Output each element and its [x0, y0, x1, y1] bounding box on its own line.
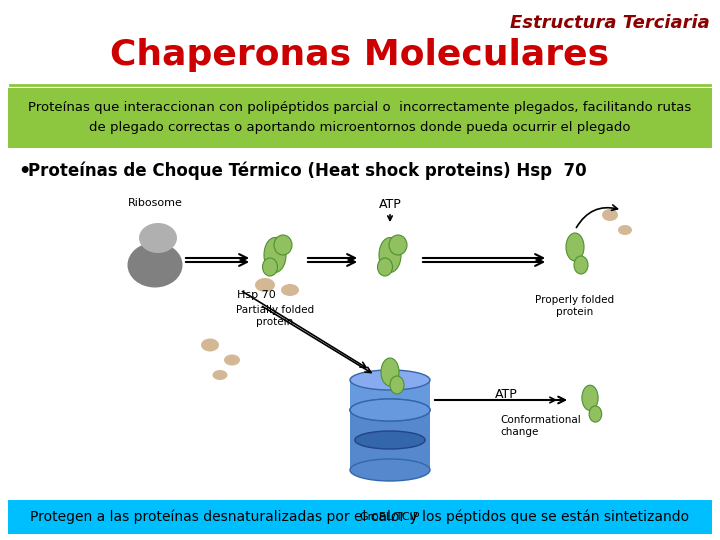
Bar	[8, 88, 712, 148]
Ellipse shape	[602, 209, 618, 221]
Ellipse shape	[281, 284, 299, 296]
Ellipse shape	[224, 354, 240, 366]
Text: GroEL/TCiP: GroEL/TCiP	[360, 512, 420, 522]
Ellipse shape	[618, 225, 632, 235]
Text: Chaperonas Moleculares: Chaperonas Moleculares	[110, 38, 610, 72]
Ellipse shape	[381, 358, 399, 386]
Ellipse shape	[350, 399, 430, 421]
Ellipse shape	[350, 370, 430, 390]
Text: ATP: ATP	[495, 388, 518, 402]
Ellipse shape	[355, 431, 426, 449]
Bar	[350, 380, 430, 413]
Text: ATP: ATP	[379, 199, 401, 212]
Text: Protegen a las proteínas desnaturalizadas por el calor y los péptidos que se est: Protegen a las proteínas desnaturalizada…	[30, 510, 690, 524]
Ellipse shape	[390, 376, 404, 394]
Text: de plegado correctas o aportando microentornos donde pueda ocurrir el plegado: de plegado correctas o aportando microen…	[89, 122, 631, 134]
Bar	[8, 500, 712, 534]
Ellipse shape	[127, 242, 182, 287]
Ellipse shape	[589, 406, 602, 422]
Text: Estructura Terciaria: Estructura Terciaria	[510, 14, 710, 32]
Ellipse shape	[263, 258, 277, 276]
Ellipse shape	[566, 233, 584, 261]
Text: Proteínas que interaccionan con polipéptidos parcial o  incorrectamente plegados: Proteínas que interaccionan con polipépt…	[28, 102, 692, 114]
Ellipse shape	[139, 223, 177, 253]
Ellipse shape	[350, 399, 430, 421]
Ellipse shape	[582, 385, 598, 410]
Text: Conformational
change: Conformational change	[500, 415, 581, 437]
Text: Partially folded
protein: Partially folded protein	[236, 305, 314, 327]
Ellipse shape	[255, 278, 275, 292]
Ellipse shape	[350, 459, 430, 481]
Bar	[350, 410, 430, 470]
Text: Hsp 70: Hsp 70	[230, 290, 276, 300]
Ellipse shape	[379, 238, 401, 273]
Text: •: •	[18, 162, 30, 181]
Text: Ribosome: Ribosome	[127, 198, 182, 208]
Ellipse shape	[201, 339, 219, 352]
Ellipse shape	[264, 238, 286, 273]
Ellipse shape	[574, 256, 588, 274]
Text: Proteínas de Choque Térmico (Heat shock proteins) Hsp  70: Proteínas de Choque Térmico (Heat shock …	[28, 162, 587, 180]
Ellipse shape	[274, 235, 292, 255]
Ellipse shape	[389, 235, 407, 255]
Text: Properly folded
protein: Properly folded protein	[536, 295, 615, 316]
Ellipse shape	[377, 258, 392, 276]
Ellipse shape	[212, 370, 228, 380]
